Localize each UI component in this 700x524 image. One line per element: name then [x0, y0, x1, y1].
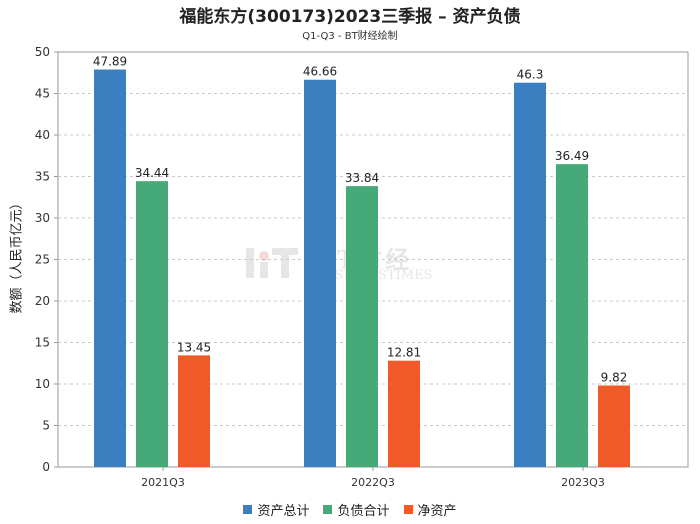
- legend-item-net-assets: 净资产: [403, 500, 457, 519]
- legend-swatch-net-assets: [403, 505, 413, 514]
- bar: [388, 360, 420, 467]
- x-tick-label: 2023Q3: [561, 476, 605, 489]
- data-label: 9.82: [601, 370, 628, 384]
- data-label: 12.81: [387, 346, 421, 360]
- bar: [178, 355, 210, 467]
- y-tick-label: 10: [35, 377, 50, 391]
- bar: [346, 186, 378, 468]
- y-tick-label: 15: [35, 336, 50, 350]
- bar: [304, 79, 336, 468]
- y-tick-label: 35: [35, 170, 50, 184]
- y-tick-label: 30: [35, 211, 50, 225]
- chart-subtitle: Q1-Q3 - BT财经绘制: [302, 31, 398, 42]
- legend-label-liabilities: 负债合计: [337, 504, 390, 519]
- bar: [136, 181, 168, 467]
- data-label: 36.49: [555, 149, 589, 163]
- data-label: 34.44: [135, 166, 169, 180]
- bar: [598, 385, 630, 467]
- y-tick-label: 0: [42, 460, 50, 474]
- x-tick-label: 2022Q3: [351, 476, 395, 489]
- legend-item-assets: 资产总计: [243, 500, 309, 519]
- legend-swatch-liabilities: [323, 505, 333, 514]
- y-tick-label: 40: [35, 128, 50, 142]
- legend-label-net-assets: 净资产: [417, 504, 457, 519]
- bar: [94, 69, 126, 467]
- legend-swatch-assets: [243, 505, 253, 514]
- chart-title: 福能东方(300173)2023三季报 – 资产负债: [179, 7, 521, 27]
- bar: [556, 164, 588, 467]
- data-label: 46.3: [517, 68, 544, 82]
- legend-label-assets: 资产总计: [257, 504, 310, 519]
- bar: [514, 82, 546, 468]
- data-label: 47.89: [93, 55, 127, 69]
- data-label: 46.66: [303, 65, 337, 79]
- data-label: 33.84: [345, 171, 379, 185]
- legend: 资产总计 负债合计 净资产: [0, 500, 700, 519]
- y-tick-label: 20: [35, 294, 50, 308]
- data-label: 13.45: [177, 340, 211, 354]
- y-tick-label: 45: [35, 87, 50, 101]
- y-tick-label: 25: [35, 253, 50, 267]
- y-tick-label: 5: [42, 419, 50, 433]
- y-tick-label: 50: [35, 45, 50, 59]
- x-tick-label: 2021Q3: [141, 476, 185, 489]
- legend-item-liabilities: 负债合计: [323, 500, 390, 519]
